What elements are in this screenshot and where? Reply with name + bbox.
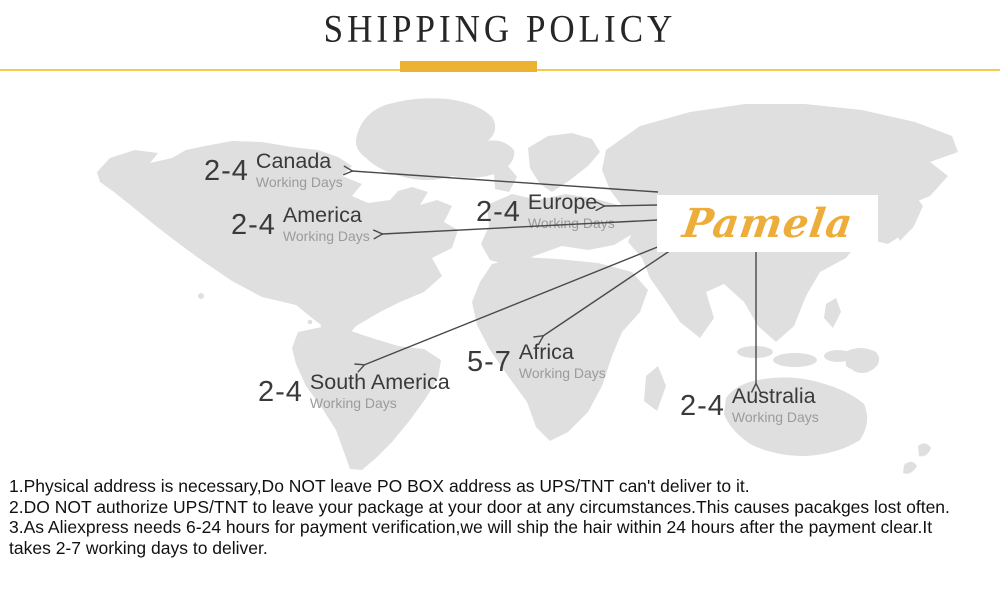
- caribbean-dot: [307, 319, 313, 325]
- working-days-label: Working Days: [518, 364, 606, 381]
- days-value: 2-4: [231, 209, 276, 241]
- papua-shape: [845, 348, 880, 372]
- days-value: 2-4: [258, 376, 303, 408]
- destination-label-south-america: 2-4 South America Working Days: [258, 371, 450, 411]
- caribbean-dot: [333, 327, 339, 333]
- gold-accent-bar: [400, 61, 537, 72]
- indonesia-island: [824, 350, 852, 362]
- iceland-shape: [459, 127, 481, 139]
- policy-line-4: takes 2-7 working days to deliver.: [9, 537, 268, 558]
- working-days-label: Working Days: [282, 227, 370, 244]
- route-to-canada: [352, 171, 659, 193]
- route-to-africa: [543, 247, 675, 336]
- region-name: Australia: [731, 384, 816, 408]
- days-value: 5-7: [467, 346, 512, 378]
- philippines-shape: [824, 298, 841, 328]
- caribbean-dot: [320, 323, 326, 329]
- destination-label-america: 2-4 America Working Days: [231, 204, 370, 244]
- working-days-label: Working Days: [255, 173, 343, 190]
- brand-box: Pamela: [657, 195, 878, 252]
- indonesia-island: [737, 346, 773, 358]
- working-days-label: Working Days: [527, 214, 615, 231]
- region-name: Africa: [518, 340, 574, 364]
- days-value: 2-4: [476, 196, 521, 228]
- page-title: SHIPPING POLICY: [323, 7, 677, 51]
- working-days-label: Working Days: [309, 394, 397, 411]
- madagascar-shape: [644, 366, 666, 411]
- policy-line-3: 3.As Aliexpress needs 6-24 hours for pay…: [9, 517, 933, 538]
- island-dot: [198, 293, 204, 299]
- working-days-label: Working Days: [731, 408, 819, 425]
- policy-line-1: 1.Physical address is necessary,Do NOT l…: [9, 476, 750, 496]
- brand-name: Pamela: [679, 200, 856, 247]
- days-value: 2-4: [204, 155, 249, 187]
- uk-shape: [494, 166, 517, 192]
- indonesia-island: [773, 353, 817, 367]
- destination-label-canada: 2-4 Canada Working Days: [204, 150, 343, 190]
- policy-line-2: 2.DO NOT authorize UPS/TNT to leave your…: [9, 496, 950, 517]
- greenland-shape: [355, 98, 515, 181]
- days-value: 2-4: [680, 390, 725, 422]
- region-name: Europe: [527, 190, 598, 214]
- new-zealand-shape: [903, 461, 917, 474]
- destination-label-africa: 5-7 Africa Working Days: [467, 341, 606, 381]
- new-zealand-shape: [918, 443, 931, 457]
- indonesia-island: [852, 363, 872, 373]
- scandinavia-shape: [528, 133, 600, 192]
- destination-label-australia: 2-4 Australia Working Days: [680, 385, 819, 425]
- japan-shape: [892, 192, 923, 241]
- region-name: America: [282, 203, 362, 227]
- region-name: Canada: [255, 149, 332, 173]
- destination-label-europe: 2-4 Europe Working Days: [476, 191, 615, 231]
- region-name: South America: [309, 370, 450, 394]
- policy-notes: 1.Physical address is necessary,Do NOT l…: [9, 476, 994, 558]
